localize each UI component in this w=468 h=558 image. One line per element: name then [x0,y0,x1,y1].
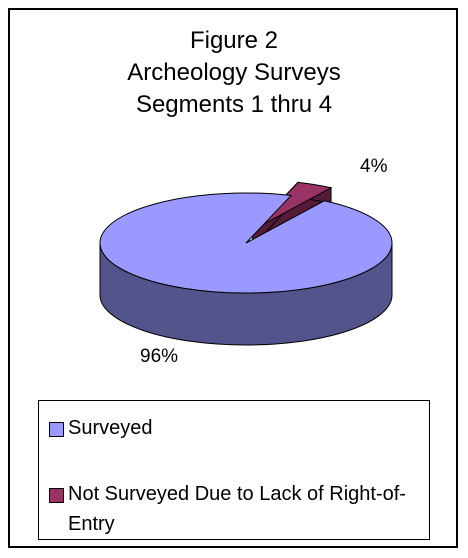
legend-swatch [49,488,64,503]
slice [99,192,393,294]
chart-frame [8,8,458,548]
chart-title: Figure 2 [190,27,278,54]
chart-title: Archeology Surveys [127,59,340,86]
legend-entry: Surveyed [49,413,408,443]
data-label: 4% [360,156,388,177]
legend: Surveyed Not Surveyed Due to Lack of Righ… [38,400,430,540]
chart-title: Segments 1 thru 4 [136,91,332,118]
legend-entry: Not Surveyed Due to Lack of Right-of-Ent… [49,479,408,539]
data-label: 96% [140,346,178,367]
legend-swatch [49,422,64,437]
slice [252,181,333,231]
legend-label: Surveyed [68,417,153,439]
legend-label: Not Surveyed Due to Lack of Right-of-Ent… [68,483,406,535]
